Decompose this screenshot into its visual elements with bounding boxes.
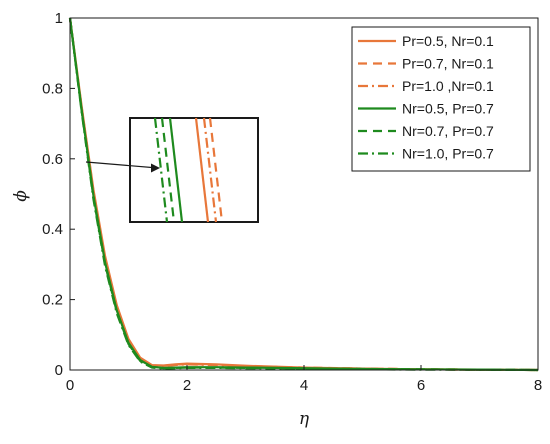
- inset-pointer-arrow: [85, 161, 159, 169]
- legend-label-3: Pr=1.0 ,Nr=0.1: [402, 78, 494, 94]
- inset-line-4: [168, 117, 184, 223]
- x-tick-label: 6: [417, 377, 425, 394]
- y-tick-label: 0.4: [42, 221, 63, 238]
- inset-arrowhead: [151, 163, 160, 173]
- x-tick-label: 0: [66, 377, 74, 394]
- legend: Pr=0.5, Nr=0.1 Pr=0.7, Nr=0.1 Pr=1.0 ,Nr=0…: [351, 26, 531, 172]
- legend-label-4: Nr=0.5, Pr=0.7: [402, 101, 494, 117]
- series-layer: [68, 17, 539, 372]
- legend-label-1: Pr=0.5, Nr=0.1: [402, 33, 494, 49]
- y-axis-label: ϕ: [11, 190, 31, 202]
- inset-line-5: [160, 117, 176, 223]
- inset-line-6: [153, 117, 169, 223]
- legend-box: [351, 26, 531, 172]
- legend-label-5: Nr=0.7, Pr=0.7: [402, 123, 494, 139]
- legend-label-6: Nr=1.0, Pr=0.7: [402, 146, 494, 162]
- axis-ticks: [69, 17, 539, 371]
- inset-lines: [153, 117, 224, 223]
- y-tick-label: 0: [55, 362, 63, 379]
- inset-line-2: [208, 117, 224, 223]
- y-tick-label: 1: [55, 10, 63, 27]
- inset-line-1: [194, 117, 210, 223]
- x-tick-label: 4: [300, 377, 308, 394]
- y-tick-label: 0.8: [42, 80, 63, 97]
- y-tick-label: 0.6: [42, 151, 63, 168]
- series-line-6: [68, 17, 539, 372]
- x-tick-label: 8: [534, 377, 542, 394]
- legend-label-2: Pr=0.7, Nr=0.1: [402, 56, 494, 72]
- x-axis-label: η: [299, 409, 310, 429]
- y-tick-label: 0.2: [42, 292, 63, 309]
- x-tick-label: 2: [183, 377, 191, 394]
- inset-line-3: [202, 117, 218, 223]
- axis-tick-labels: 0 2 4 6 8 0 0.2 0.4 0.6 0.8 1: [42, 10, 542, 394]
- legend-items: Pr=0.5, Nr=0.1 Pr=0.7, Nr=0.1 Pr=1.0 ,Nr=0…: [358, 33, 494, 162]
- inset-frame: [129, 117, 259, 223]
- zoom-inset: [85, 117, 259, 223]
